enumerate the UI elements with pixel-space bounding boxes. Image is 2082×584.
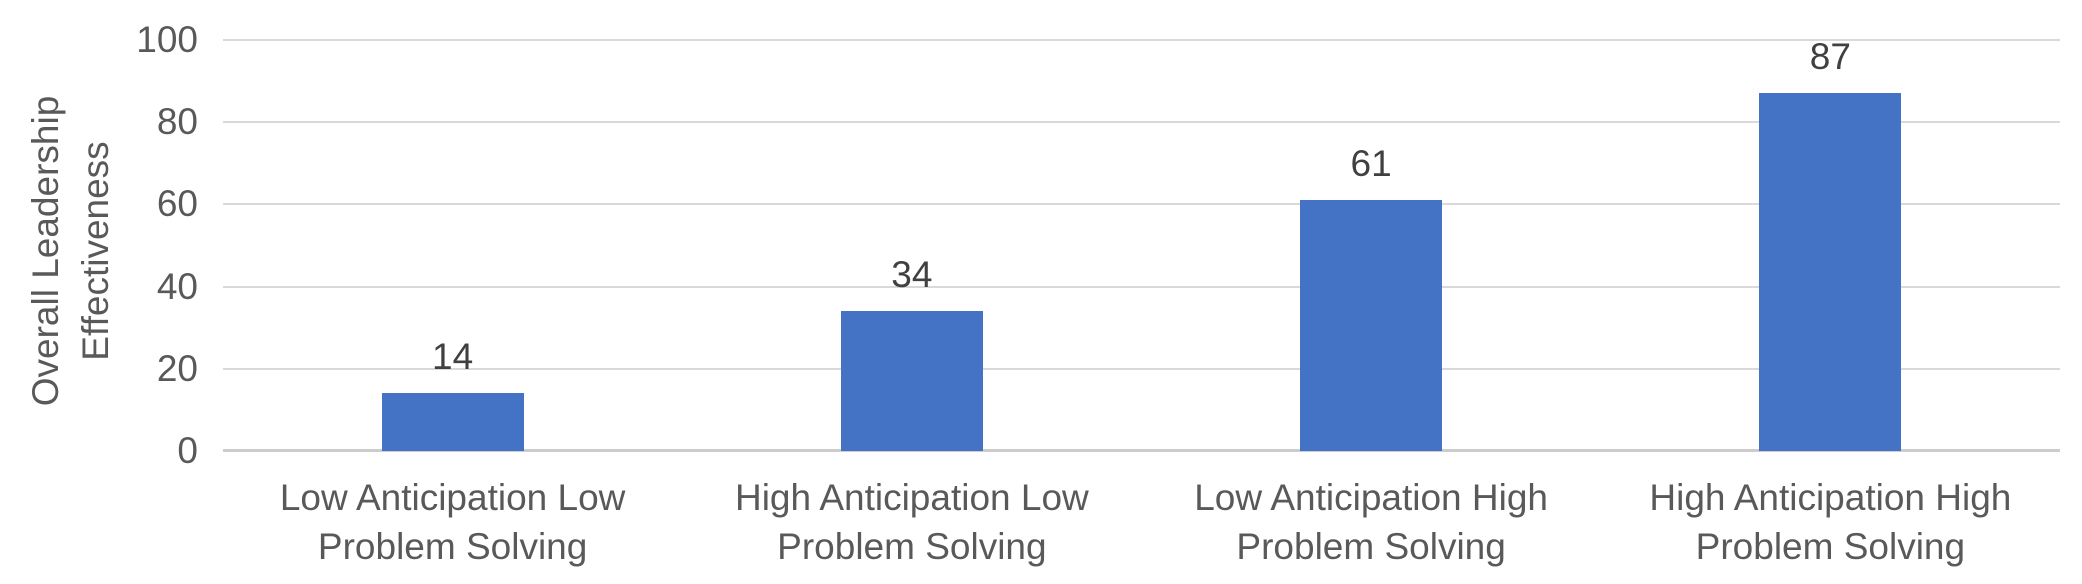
y-tick-label: 100 bbox=[136, 19, 198, 60]
bar-slot: 61 bbox=[1142, 40, 1601, 451]
bar-value-label: 87 bbox=[1809, 36, 1851, 78]
bar-slot: 34 bbox=[682, 40, 1141, 451]
bar-slots: 14 34 61 87 bbox=[223, 36, 2060, 451]
bar bbox=[1759, 93, 1902, 451]
x-axis-category-labels: Low Anticipation Low Problem Solving High … bbox=[223, 473, 2060, 571]
y-tick-label: 0 bbox=[177, 430, 198, 471]
bar-value-label: 34 bbox=[891, 254, 933, 296]
x-axis-line bbox=[223, 449, 2060, 452]
gridline bbox=[223, 121, 2060, 124]
bar bbox=[840, 311, 983, 451]
gridline bbox=[223, 367, 2060, 370]
category-label: Low Anticipation High Problem Solving bbox=[1194, 477, 1549, 567]
bar-slot: 14 bbox=[223, 40, 682, 451]
gridline bbox=[223, 285, 2060, 288]
category-label: Low Anticipation Low Problem Solving bbox=[279, 477, 626, 567]
bar-slot: 87 bbox=[1601, 36, 2060, 451]
y-axis-tick-labels: 0 20 40 60 80 100 bbox=[0, 19, 198, 471]
gridline bbox=[223, 39, 2060, 41]
y-tick-label: 20 bbox=[156, 347, 198, 389]
plot-area: 14 34 61 87 bbox=[223, 36, 2060, 452]
category-label: High Anticipation High Problem Solving bbox=[1649, 477, 2012, 567]
category-label: High Anticipation Low Problem Solving bbox=[734, 477, 1089, 567]
bar-value-label: 61 bbox=[1350, 143, 1392, 185]
y-tick-label: 80 bbox=[156, 101, 198, 143]
bar bbox=[1300, 200, 1443, 451]
y-tick-label: 60 bbox=[156, 183, 198, 225]
bar-value-label: 14 bbox=[432, 336, 474, 378]
bar bbox=[381, 393, 524, 451]
y-tick-label: 40 bbox=[156, 265, 198, 307]
gridline bbox=[223, 203, 2060, 206]
